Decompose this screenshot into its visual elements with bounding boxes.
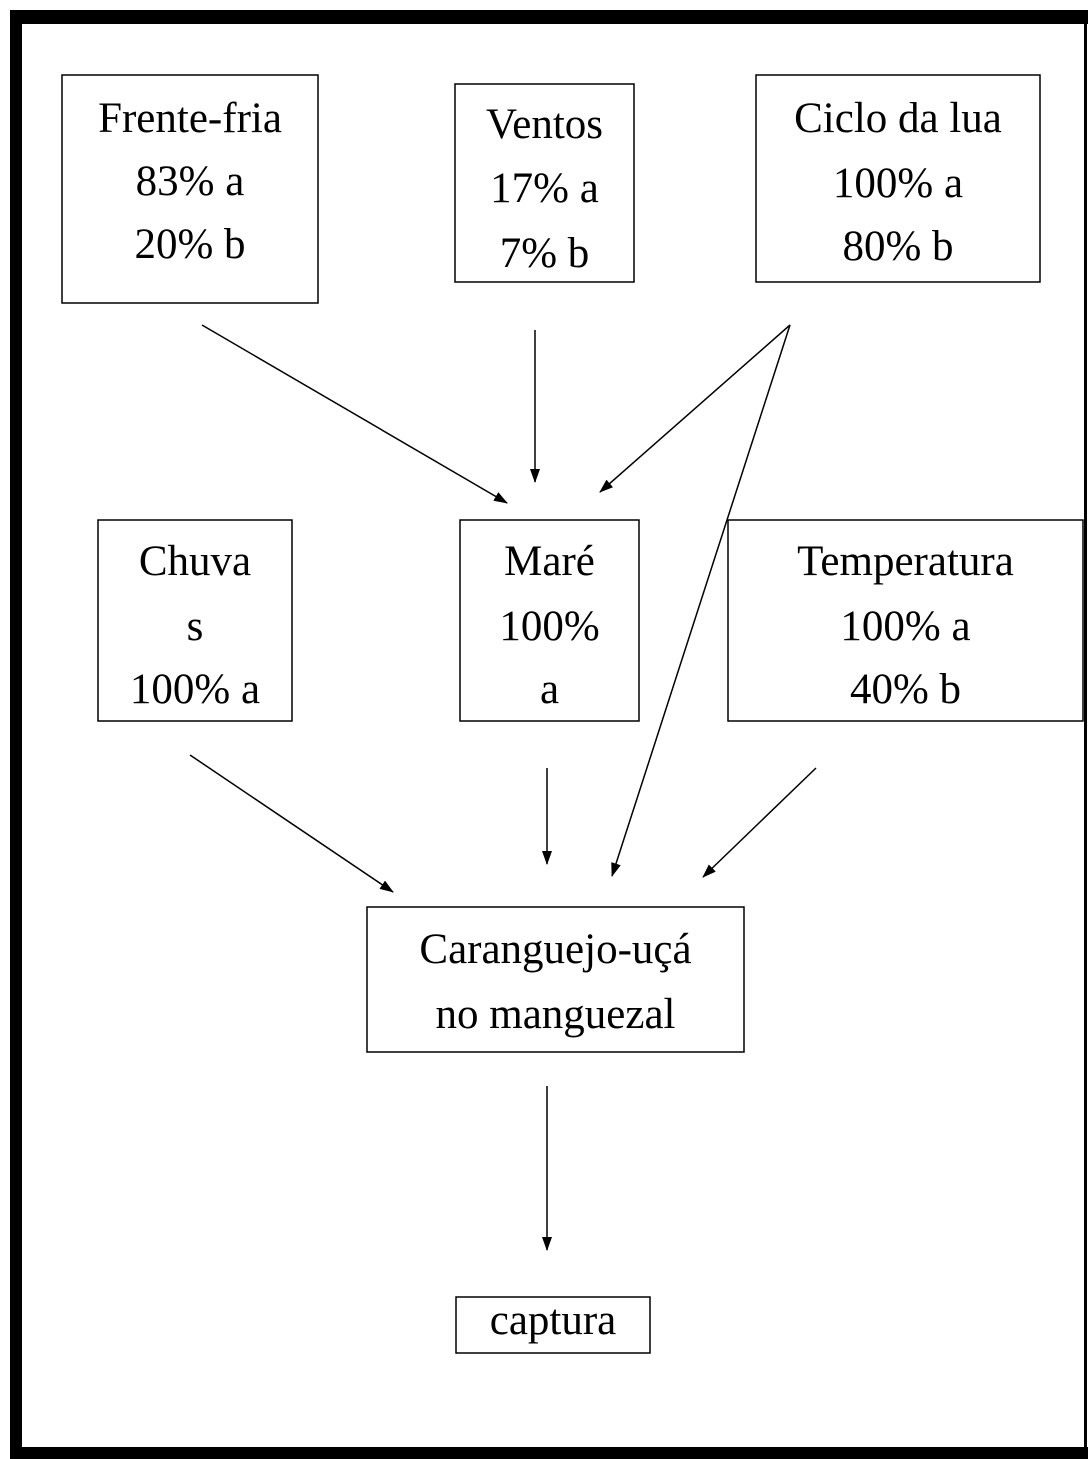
arrow [201,324,508,504]
node-label: 7% b [500,230,590,277]
node-box [459,519,640,722]
node-label: 20% b [134,221,245,268]
node: Frente-fria 83% a 20% b [61,74,319,304]
node: Maré 100% a [459,519,640,722]
node-label: s [187,603,204,650]
frame-top [10,10,1088,24]
node-label: captura [490,1297,617,1344]
node: Caranguejo-uçá no manguezal [366,906,745,1053]
node-label: 100% a [130,666,260,713]
frame-left [10,10,22,1459]
nodes: Frente-fria 83% a 20% b Ventos 17% a 7% b Cicl… [61,74,1084,1354]
node-label: Frente-fria [98,95,282,142]
frame-bottom [10,1447,1088,1459]
node-box [755,74,1041,283]
node-box [61,74,319,304]
frame-right [1084,10,1087,1459]
node-label: 100% [499,603,599,650]
arrows [189,324,817,1251]
node-label: 40% b [850,666,961,713]
node-box [97,519,293,722]
node-label: a [540,666,559,713]
node-label: 100% a [833,160,963,207]
node-label: Maré [504,538,595,585]
node-label: Caranguejo-uçá [419,926,691,973]
arrow [189,754,394,893]
node-label: 17% a [490,165,599,212]
node-label: Temperatura [797,538,1014,585]
node-box [366,906,745,1053]
node: Chuva s 100% a [97,519,293,722]
node-label: Ciclo da lua [794,95,1002,142]
arrow [611,324,791,877]
node-label: no manguezal [436,991,676,1038]
node-label: Chuva [139,538,251,585]
node: Ciclo da lua 100% a 80% b [755,74,1041,283]
node-label: 80% b [842,223,953,270]
node-box [727,519,1084,722]
arrow [599,324,791,493]
node: Temperatura 100% a 40% b [727,519,1084,722]
node-label: 83% a [136,158,245,205]
node-label: Ventos [486,101,603,148]
node: Ventos 17% a 7% b [454,83,635,283]
node: captura [455,1296,651,1354]
node-box [454,83,635,283]
node-label: 100% a [840,603,970,650]
arrow [702,767,817,878]
node-box [455,1296,651,1354]
